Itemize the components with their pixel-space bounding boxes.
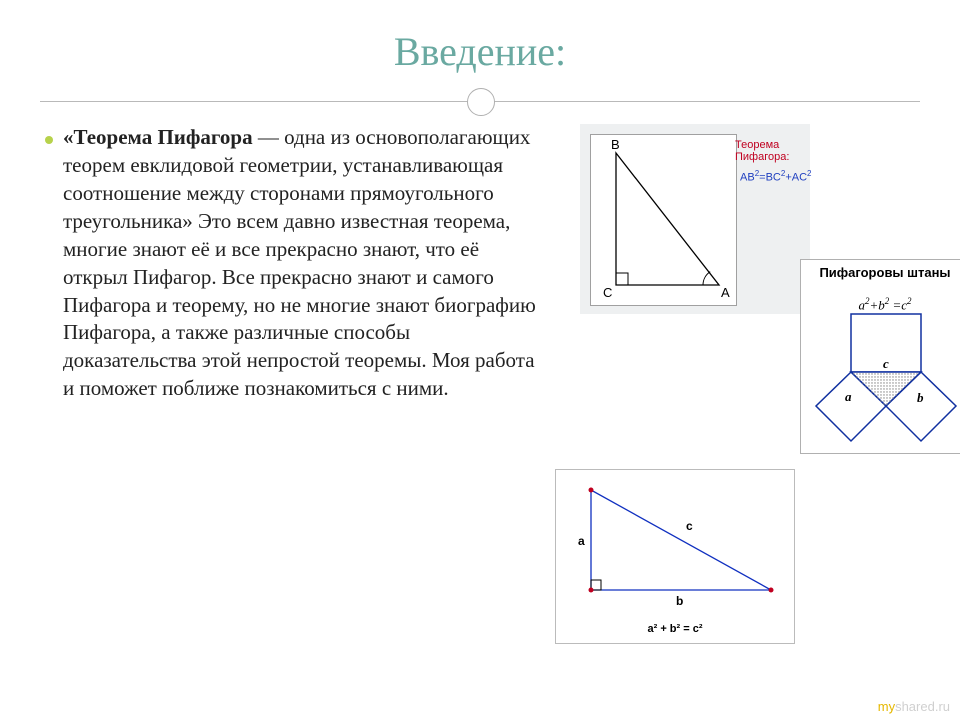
figure2-title: Пифагоровы штаны (801, 265, 960, 280)
svg-text:b: b (917, 390, 924, 405)
svg-text:a: a (578, 534, 585, 548)
svg-text:b: b (676, 594, 683, 608)
divider-circle-icon (467, 88, 495, 116)
triangle-abc-svg: B C A (591, 135, 736, 305)
svg-text:c: c (686, 519, 693, 533)
watermark-suffix: shared.ru (895, 699, 950, 714)
bullet-dot-icon (45, 136, 53, 144)
body-layout: «Теорема Пифагора — одна из основополага… (0, 124, 960, 403)
figure1-canvas: B C A (590, 134, 737, 306)
figure1-formula: AB2=BC2+AC2 (740, 169, 811, 184)
watermark: myshared.ru (878, 699, 950, 714)
svg-text:C: C (603, 285, 612, 300)
figure-right-triangle-labeled: B C A Теорема Пифагора: AB2=BC2+AC2 (580, 124, 810, 314)
images-column: B C A Теорема Пифагора: AB2=BC2+AC2 Пифа… (565, 124, 935, 403)
svg-text:A: A (721, 285, 730, 300)
title-divider (40, 88, 920, 114)
figure3-formula: a² + b² = c² (556, 623, 794, 635)
figure-right-triangle-formula: a b c a² + b² = c² (555, 469, 795, 644)
paragraph: «Теорема Пифагора — одна из основополага… (63, 124, 545, 403)
pants-svg: c a b (801, 286, 960, 481)
svg-text:a: a (845, 389, 852, 404)
text-column: «Теорема Пифагора — одна из основополага… (45, 124, 565, 403)
watermark-prefix: my (878, 699, 895, 714)
svg-text:c: c (883, 356, 889, 371)
paragraph-body: — одна из основополагающих теорем евклид… (63, 125, 536, 400)
bullet-item: «Теорема Пифагора — одна из основополага… (45, 124, 545, 403)
slide: Введение: «Теорема Пифагора — одна из ос… (0, 0, 960, 720)
svg-text:B: B (611, 137, 620, 152)
paragraph-lead: «Теорема Пифагора (63, 125, 253, 149)
figure-pythagorean-pants: Пифагоровы штаны a2+b2 =c2 c a b (800, 259, 960, 454)
figure1-title: Теорема Пифагора: (735, 139, 810, 163)
triangle-abc2-svg: a b c (556, 470, 796, 625)
slide-title: Введение: (0, 0, 960, 80)
